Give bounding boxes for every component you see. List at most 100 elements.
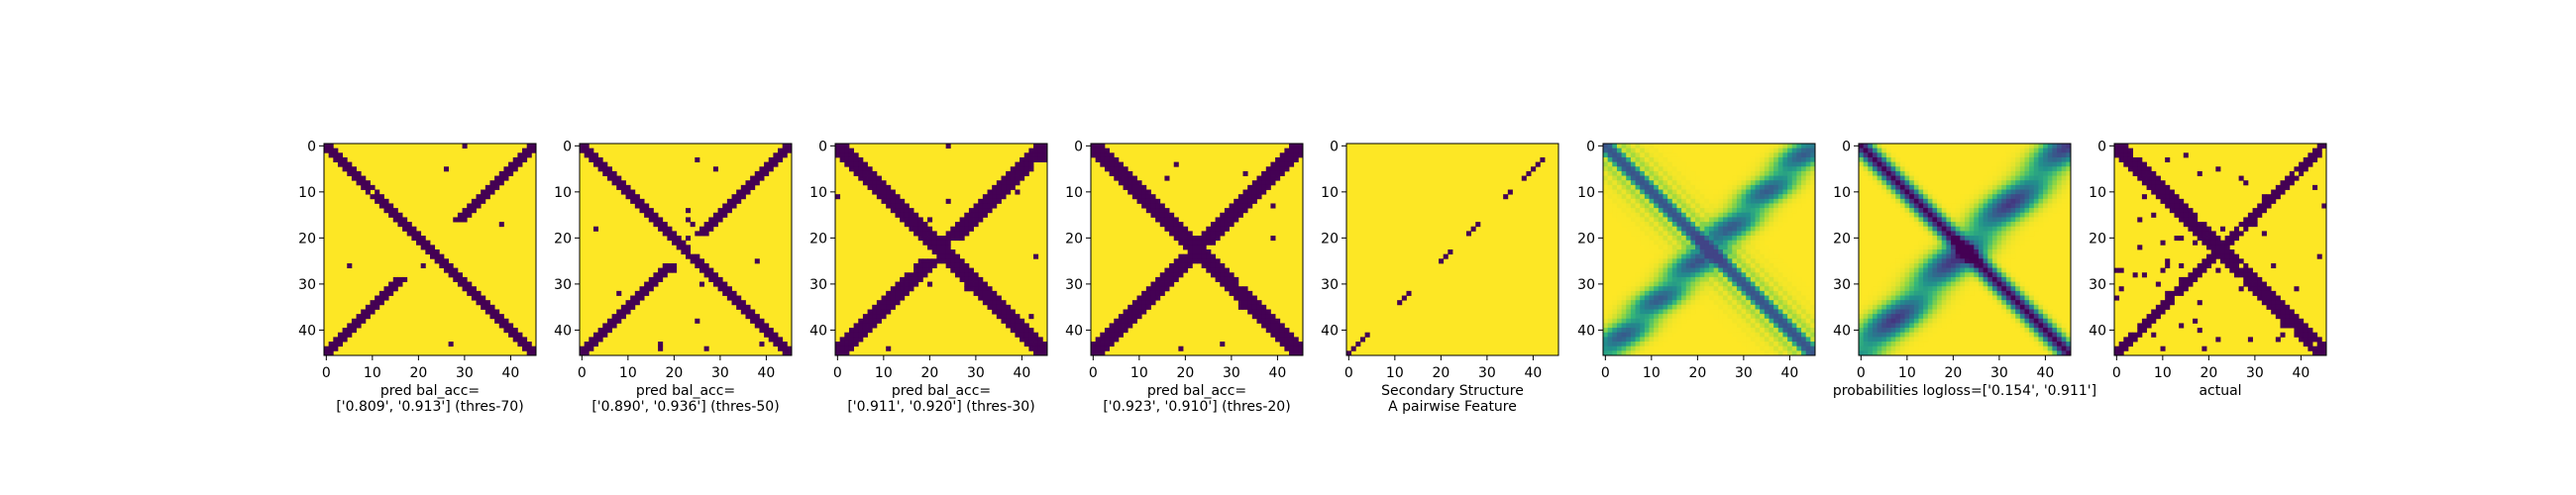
heatmap-cell — [759, 328, 765, 334]
heatmap-cell — [2019, 156, 2025, 163]
heatmap-cell — [2206, 262, 2212, 269]
heatmap-cell — [1782, 350, 1788, 356]
heatmap-cell — [1805, 328, 1811, 334]
heatmap-cell — [698, 262, 705, 269]
heatmap-cell — [597, 161, 603, 167]
heatmap-cell — [508, 328, 514, 334]
heatmap-cell — [1796, 314, 1802, 320]
heatmap-cell — [1872, 332, 1878, 338]
heatmap-cell — [2061, 189, 2067, 195]
heatmap-cell — [2033, 304, 2039, 310]
y-tick-label: 10 — [554, 185, 572, 201]
heatmap-cell — [1616, 144, 1623, 149]
heatmap-cell — [1695, 262, 1701, 269]
heatmap-cell — [686, 217, 692, 223]
heatmap-cell — [1741, 170, 1747, 176]
heatmap-cell — [2179, 203, 2185, 209]
heatmap-cell — [517, 152, 523, 158]
heatmap-cell — [848, 152, 855, 158]
heatmap-cell — [1927, 309, 1933, 315]
heatmap-cell — [982, 208, 988, 214]
heatmap-cell — [2132, 170, 2138, 176]
heatmap-cell — [848, 156, 855, 163]
heatmap-cell — [1750, 267, 1756, 273]
heatmap-cell — [2029, 175, 2035, 181]
heatmap-cell — [1612, 328, 1618, 334]
heatmap-cell — [1746, 304, 1752, 310]
heatmap-cell — [1265, 180, 1271, 186]
heatmap-cell — [2043, 156, 2049, 163]
heatmap-cell — [1913, 198, 1919, 204]
heatmap-cell — [1791, 198, 1797, 204]
heatmap-cell — [1764, 342, 1770, 347]
heatmap-cell — [895, 194, 901, 200]
heatmap-cell — [1685, 258, 1691, 264]
heatmap-cell — [2179, 236, 2185, 242]
heatmap-cell — [1224, 212, 1230, 218]
heatmap-cell — [1796, 161, 1802, 167]
heatmap-cell — [1987, 258, 1993, 264]
heatmap-cell — [1978, 267, 1985, 273]
heatmap-cell — [1722, 249, 1729, 255]
y-tick-label: 30 — [1577, 277, 1595, 293]
heatmap-cell — [2019, 152, 2025, 158]
heatmap-cell — [1746, 249, 1752, 255]
heatmap-cell — [1983, 267, 1988, 273]
heatmap-cell — [1265, 323, 1271, 329]
heatmap-cell — [1746, 217, 1752, 223]
heatmap-cell — [1755, 332, 1761, 338]
heatmap-cell — [397, 212, 403, 218]
heatmap-cell — [1805, 304, 1811, 310]
heatmap-cell — [690, 253, 696, 259]
heatmap-cell — [1131, 194, 1137, 200]
heatmap-cell — [2188, 276, 2194, 282]
heatmap-cell — [862, 161, 868, 167]
heatmap-cell — [712, 281, 718, 287]
heatmap-cell — [1131, 184, 1137, 190]
heatmap-cell — [1178, 258, 1184, 264]
heatmap-cell — [1612, 166, 1618, 172]
heatmap-cell — [1913, 258, 1919, 264]
heatmap-cell — [1607, 148, 1613, 153]
heatmap-cell — [644, 212, 650, 218]
heatmap-cell — [1927, 276, 1933, 282]
heatmap-cell — [1722, 231, 1729, 237]
heatmap-cell — [1769, 189, 1774, 195]
heatmap-cell — [1654, 262, 1660, 269]
heatmap-cell — [982, 281, 988, 287]
heatmap-cell — [1909, 175, 1915, 181]
heatmap-cell — [2052, 318, 2058, 324]
heatmap-cell — [703, 267, 709, 273]
heatmap-cell — [1764, 217, 1770, 223]
heatmap-cell — [913, 281, 919, 287]
x-tick-label: 20 — [1944, 365, 1962, 381]
heatmap-cell — [2183, 286, 2189, 292]
heatmap-cell — [1746, 166, 1752, 172]
heatmap-cell — [2303, 323, 2308, 329]
heatmap-cell — [1750, 281, 1756, 287]
heatmap-cell — [1704, 258, 1710, 264]
heatmap-cell — [1983, 286, 1988, 292]
heatmap-cell — [2160, 189, 2166, 195]
heatmap-cell — [2127, 337, 2134, 343]
heatmap-cell — [1141, 290, 1147, 296]
heatmap-cell — [471, 290, 477, 296]
heatmap-cell — [1681, 170, 1687, 176]
heatmap-cell — [1695, 222, 1701, 228]
heatmap-cell — [872, 180, 878, 186]
heatmap-cell — [2019, 161, 2025, 167]
heatmap-cell — [1284, 156, 1290, 163]
heatmap-cell — [347, 328, 353, 334]
heatmap-cell — [1663, 212, 1668, 218]
heatmap-cell — [1699, 267, 1705, 273]
heatmap-cell — [881, 189, 887, 195]
heatmap-cell — [2316, 144, 2322, 149]
heatmap-cell — [2261, 203, 2267, 209]
heatmap-cell — [2038, 346, 2044, 351]
heatmap-cell — [695, 318, 700, 324]
heatmap-cell — [992, 203, 998, 209]
heatmap-cell — [365, 180, 371, 186]
heatmap-cell — [1987, 226, 1993, 232]
heatmap-cell — [1654, 231, 1660, 237]
heatmap-cell — [1987, 217, 1993, 223]
